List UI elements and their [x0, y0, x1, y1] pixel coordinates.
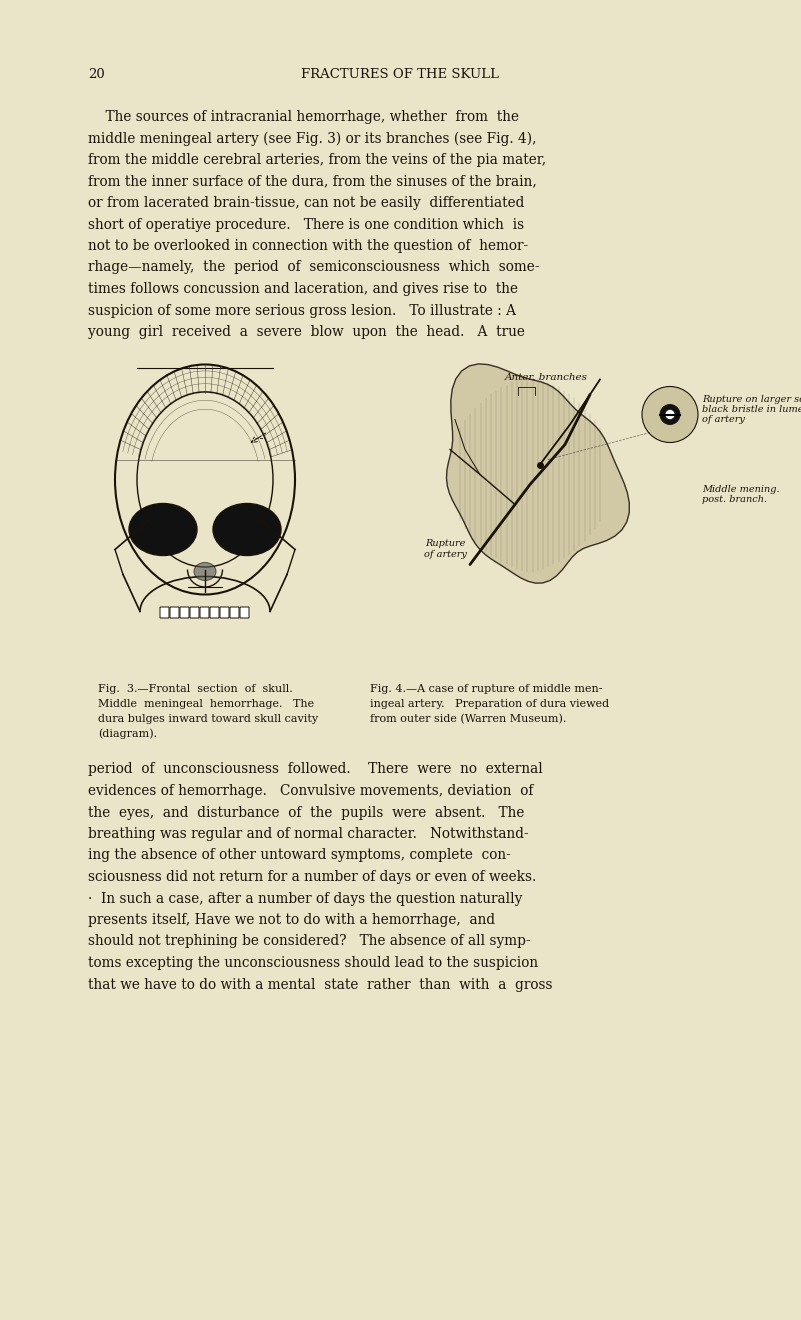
Text: evidences of hemorrhage.   Convulsive movements, deviation  of: evidences of hemorrhage. Convulsive move… [88, 784, 533, 799]
FancyBboxPatch shape [220, 607, 229, 618]
Text: not to be overlooked in connection with the question of  hemor-: not to be overlooked in connection with … [88, 239, 528, 253]
FancyBboxPatch shape [160, 607, 169, 618]
Text: 20: 20 [88, 69, 105, 81]
Text: Fig. 4.—A case of rupture of middle men-: Fig. 4.—A case of rupture of middle men- [370, 685, 602, 694]
Text: dura bulges inward toward skull cavity: dura bulges inward toward skull cavity [98, 714, 318, 723]
Text: Fig.  3.—Frontal  section  of  skull.: Fig. 3.—Frontal section of skull. [98, 685, 292, 694]
Text: Rupture
of artery: Rupture of artery [424, 540, 466, 558]
FancyBboxPatch shape [190, 607, 199, 618]
FancyBboxPatch shape [180, 607, 189, 618]
Text: from the inner surface of the dura, from the sinuses of the brain,: from the inner surface of the dura, from… [88, 174, 537, 189]
Text: The sources of intracranial hemorrhage, whether  from  the: The sources of intracranial hemorrhage, … [88, 110, 519, 124]
Text: from the middle cerebral arteries, from the veins of the pia mater,: from the middle cerebral arteries, from … [88, 153, 546, 168]
Text: should not trephining be considered?   The absence of all symp-: should not trephining be considered? The… [88, 935, 530, 949]
Text: ingeal artery.   Preparation of dura viewed: ingeal artery. Preparation of dura viewe… [370, 700, 609, 709]
Text: period  of  unconsciousness  followed.    There  were  no  external: period of unconsciousness followed. Ther… [88, 763, 543, 776]
FancyBboxPatch shape [210, 607, 219, 618]
FancyBboxPatch shape [240, 607, 249, 618]
Text: rhage—namely,  the  period  of  semiconsciousness  which  some-: rhage—namely, the period of semiconsciou… [88, 260, 539, 275]
Text: ing the absence of other untoward symptoms, complete  con-: ing the absence of other untoward sympto… [88, 849, 511, 862]
Text: breathing was regular and of normal character.   Notwithstand-: breathing was regular and of normal char… [88, 828, 529, 841]
Text: FRACTURES OF THE SKULL: FRACTURES OF THE SKULL [301, 69, 499, 81]
Text: short of operatiye procedure.   There is one condition which  is: short of operatiye procedure. There is o… [88, 218, 524, 231]
Text: ·  In such a case, after a number of days the question naturally: · In such a case, after a number of days… [88, 891, 522, 906]
Text: the  eyes,  and  disturbance  of  the  pupils  were  absent.   The: the eyes, and disturbance of the pupils … [88, 805, 525, 820]
Text: toms excepting the unconsciousness should lead to the suspicion: toms excepting the unconsciousness shoul… [88, 956, 538, 970]
FancyBboxPatch shape [230, 607, 239, 618]
Text: times follows concussion and laceration, and gives rise to  the: times follows concussion and laceration,… [88, 282, 518, 296]
FancyBboxPatch shape [200, 607, 209, 618]
Text: (diagram).: (diagram). [98, 729, 157, 739]
Text: Anter. branches: Anter. branches [505, 372, 588, 381]
Ellipse shape [194, 562, 216, 581]
Text: Middle mening.
post. branch.: Middle mening. post. branch. [702, 484, 779, 504]
Text: or from lacerated brain-tissue, can not be easily  differentiated: or from lacerated brain-tissue, can not … [88, 195, 525, 210]
Circle shape [665, 409, 675, 420]
Text: middle meningeal artery (see Fig. 3) or its branches (see Fig. 4),: middle meningeal artery (see Fig. 3) or … [88, 132, 537, 147]
Text: from outer side (Warren Museum).: from outer side (Warren Museum). [370, 714, 566, 723]
FancyBboxPatch shape [170, 607, 179, 618]
Text: Rupture on larger scale,
black bristle in lumen
of artery: Rupture on larger scale, black bristle i… [702, 395, 801, 425]
Polygon shape [446, 364, 630, 583]
Text: that we have to do with a mental  state  rather  than  with  a  gross: that we have to do with a mental state r… [88, 978, 553, 991]
Circle shape [660, 404, 680, 425]
Text: Middle  meningeal  hemorrhage.   The: Middle meningeal hemorrhage. The [98, 700, 314, 709]
Text: presents itself, Have we not to do with a hemorrhage,  and: presents itself, Have we not to do with … [88, 913, 495, 927]
Text: young  girl  received  a  severe  blow  upon  the  head.   A  true: young girl received a severe blow upon t… [88, 325, 525, 339]
Text: suspicion of some more serious gross lesion.   To illustrate : A: suspicion of some more serious gross les… [88, 304, 516, 318]
Circle shape [642, 387, 698, 442]
Text: sciousness did not return for a number of days or even of weeks.: sciousness did not return for a number o… [88, 870, 536, 884]
Ellipse shape [213, 503, 281, 556]
Ellipse shape [129, 503, 197, 556]
